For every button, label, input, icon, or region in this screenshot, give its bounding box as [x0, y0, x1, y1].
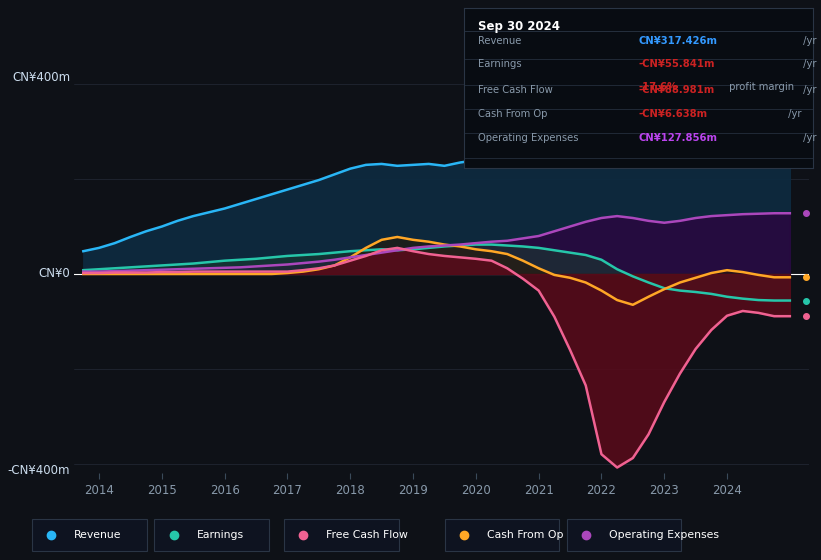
- Text: CN¥127.856m: CN¥127.856m: [639, 133, 718, 143]
- Text: /yr: /yr: [800, 85, 816, 95]
- Text: Cash From Op: Cash From Op: [478, 109, 548, 119]
- Text: /yr: /yr: [800, 35, 816, 45]
- Text: -CN¥400m: -CN¥400m: [7, 464, 71, 477]
- Text: Free Cash Flow: Free Cash Flow: [326, 530, 408, 540]
- Text: Revenue: Revenue: [74, 530, 122, 540]
- Text: /yr: /yr: [785, 109, 801, 119]
- Text: Cash From Op: Cash From Op: [487, 530, 563, 540]
- Text: -CN¥55.841m: -CN¥55.841m: [639, 59, 715, 69]
- Text: profit margin: profit margin: [727, 82, 795, 92]
- FancyBboxPatch shape: [284, 519, 399, 551]
- FancyBboxPatch shape: [32, 519, 147, 551]
- Text: CN¥0: CN¥0: [39, 268, 71, 281]
- Text: Operating Expenses: Operating Expenses: [608, 530, 718, 540]
- Text: -CN¥88.981m: -CN¥88.981m: [639, 85, 714, 95]
- Text: CN¥400m: CN¥400m: [12, 71, 71, 84]
- Text: /yr: /yr: [800, 133, 816, 143]
- Text: Sep 30 2024: Sep 30 2024: [478, 20, 560, 32]
- Text: Revenue: Revenue: [478, 35, 521, 45]
- FancyBboxPatch shape: [154, 519, 269, 551]
- FancyBboxPatch shape: [445, 519, 559, 551]
- Text: Operating Expenses: Operating Expenses: [478, 133, 578, 143]
- Text: /yr: /yr: [800, 59, 816, 69]
- FancyBboxPatch shape: [566, 519, 681, 551]
- Text: Earnings: Earnings: [478, 59, 521, 69]
- Text: -17.6%: -17.6%: [639, 82, 677, 92]
- Text: -CN¥6.638m: -CN¥6.638m: [639, 109, 708, 119]
- Text: CN¥317.426m: CN¥317.426m: [639, 35, 718, 45]
- Text: Free Cash Flow: Free Cash Flow: [478, 85, 553, 95]
- Text: Earnings: Earnings: [196, 530, 244, 540]
